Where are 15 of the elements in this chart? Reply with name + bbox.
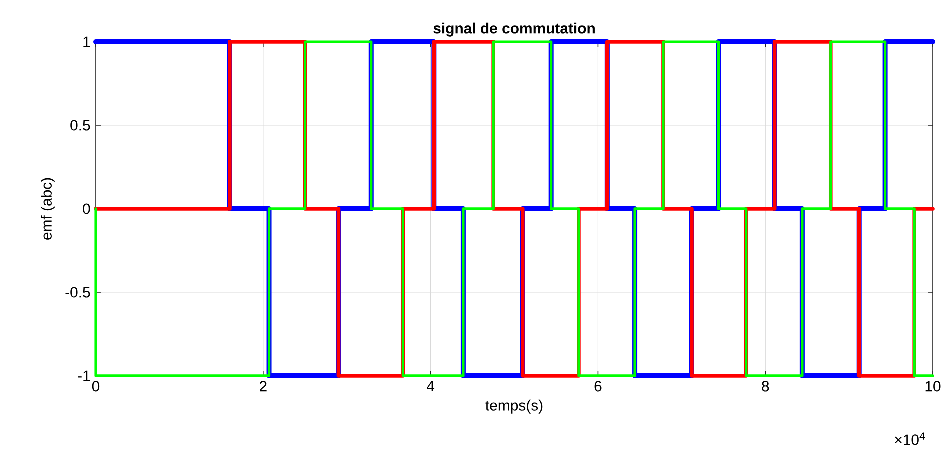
x-tick-label: 2 [260,381,267,392]
x-tick-label: 0 [92,381,100,392]
text: ×10$^{4}$ [895,432,926,446]
y-tick-label: 1 [84,36,90,48]
x-axis-title: temps(s) [486,400,543,414]
y-tick-label: -1 [78,370,90,382]
y-tick-label: 0 [83,204,90,214]
x-tick-label: 8 [762,381,770,392]
y-tick-label: 0.5 [70,120,90,131]
x-tick-label: 10 [926,381,941,392]
y-axis-title: emf (abc) [40,178,55,240]
y-tick-label: -0.5 [66,287,90,298]
chart-title: signal de commutation [434,22,595,37]
x-tick-label: 6 [594,381,602,392]
x-tick-label: 4 [427,381,435,392]
